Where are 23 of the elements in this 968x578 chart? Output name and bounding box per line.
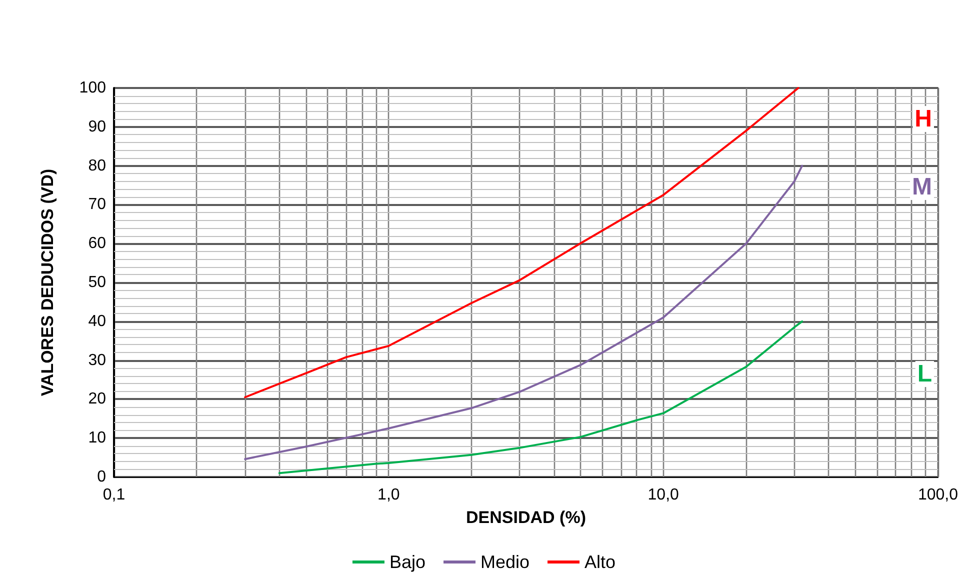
annotation: M xyxy=(912,174,932,200)
y-tick-label: 80 xyxy=(88,157,106,174)
y-axis-title: VALORES DEDUCIDOS (VD) xyxy=(38,168,57,396)
x-axis-title: DENSIDAD (%) xyxy=(466,508,586,527)
x-tick-label: 100,0 xyxy=(918,486,958,504)
y-tick-label: 50 xyxy=(88,274,106,291)
x-tick-label: 0,1 xyxy=(102,486,126,504)
legend-label: Bajo xyxy=(389,552,426,572)
x-tick-label: 10,0 xyxy=(648,486,680,504)
y-tick-label: 60 xyxy=(88,235,106,252)
x-tick-label: 1,0 xyxy=(378,486,400,504)
legend-label: Medio xyxy=(480,552,530,572)
y-tick-label: 30 xyxy=(88,352,106,369)
y-tick-label: 40 xyxy=(88,312,106,330)
annotation: L xyxy=(917,360,932,388)
legend-label: Alto xyxy=(584,552,616,572)
y-tick-label: 90 xyxy=(88,118,106,136)
annotation: H xyxy=(914,106,932,132)
y-tick-label: 70 xyxy=(88,196,106,214)
y-tick-label: 20 xyxy=(88,390,106,408)
y-tick-label: 0 xyxy=(97,468,106,486)
y-tick-label: 100 xyxy=(79,80,106,96)
y-tick-label: 10 xyxy=(88,430,106,447)
